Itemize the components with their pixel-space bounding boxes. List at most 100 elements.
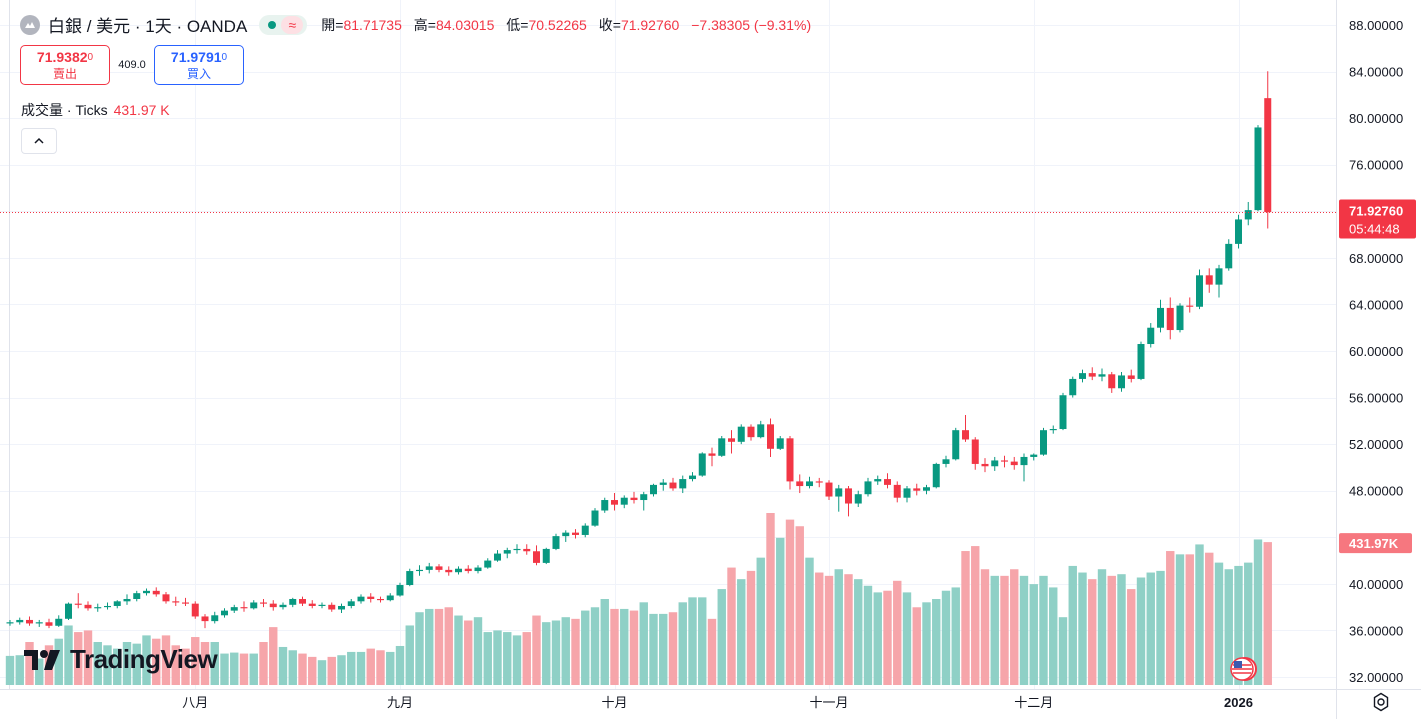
candle-body — [913, 488, 921, 491]
candle-body — [962, 430, 969, 440]
candle-body — [26, 619, 33, 624]
candle-body — [503, 550, 511, 554]
volume-bar — [327, 656, 336, 685]
volume-bar — [25, 642, 34, 685]
candlesticks — [6, 71, 1272, 629]
candle-body — [113, 601, 121, 606]
candle-body — [35, 622, 43, 624]
candle-body — [279, 604, 287, 608]
volume-bar — [551, 620, 561, 685]
candle-body — [1010, 461, 1018, 466]
volume-bar — [1175, 554, 1185, 685]
volume-bar — [941, 590, 951, 685]
volume-bar — [639, 602, 648, 685]
candle-body — [6, 622, 14, 624]
buy-button[interactable]: 71.97910 買入 — [154, 45, 244, 85]
volume-legend[interactable]: 成交量 · Ticks 431.97 K — [21, 100, 170, 120]
candle-body — [55, 618, 63, 626]
volume-bar — [200, 642, 210, 685]
candle-body — [815, 481, 823, 483]
buy-label: 買入 — [186, 67, 211, 81]
candle-body — [1118, 375, 1125, 389]
silver-icon — [20, 14, 40, 35]
candle-body — [601, 500, 609, 511]
volume-bar — [610, 608, 619, 685]
volume-bar — [308, 656, 317, 685]
volume-bars — [5, 513, 1272, 685]
volume-bar — [834, 569, 843, 685]
settings-icon[interactable] — [1371, 692, 1391, 712]
candle-body — [406, 571, 414, 586]
candle-body — [464, 568, 472, 572]
volume-bar — [922, 602, 931, 685]
candle-body — [835, 488, 843, 497]
candle-body — [718, 438, 726, 456]
volume-bar — [571, 618, 580, 685]
volume-bar — [259, 642, 268, 685]
volume-bar — [1068, 565, 1077, 685]
symbol-title[interactable]: 白銀 / 美元 · 1天 · OANDA — [48, 17, 248, 36]
market-status-badge[interactable]: ≈ — [259, 14, 308, 35]
volume-bar — [717, 589, 726, 685]
volume-bar — [707, 618, 717, 685]
candle-body — [396, 585, 404, 596]
candle-body — [591, 510, 599, 526]
candle-body — [1001, 460, 1008, 462]
candle-body — [240, 607, 248, 609]
candle-body — [143, 590, 150, 594]
volume-bar — [347, 651, 356, 685]
volume-bar — [844, 574, 853, 685]
collapse-legend-button[interactable] — [21, 128, 57, 154]
volume-bar — [103, 645, 112, 685]
volume-bar — [483, 632, 492, 685]
sell-button[interactable]: 71.93820 賣出 — [20, 45, 110, 85]
candle-body — [1059, 395, 1067, 430]
volume-bar — [1224, 569, 1233, 685]
candle-body — [1127, 375, 1135, 379]
volume-bar — [503, 632, 512, 685]
volume-bar — [951, 587, 960, 685]
candle-body — [1235, 219, 1242, 244]
candle-body — [1108, 374, 1116, 389]
volume-bar — [883, 590, 892, 685]
us-flag-icon[interactable] — [1228, 656, 1258, 682]
volume-bar — [1107, 575, 1116, 685]
volume-bar — [269, 627, 278, 685]
volume-bar — [863, 585, 873, 685]
candle-body — [1040, 430, 1047, 455]
volume-bar — [93, 642, 102, 685]
candle-body — [1254, 127, 1262, 211]
volume-bar — [854, 579, 863, 685]
candle-body — [640, 494, 648, 501]
candle-body — [952, 430, 960, 460]
volume-bar — [600, 599, 609, 685]
close-label: 收= — [598, 16, 621, 33]
volume-bar — [15, 655, 24, 685]
time-tick-label: 九月 — [387, 695, 413, 710]
low-label: 低= — [506, 16, 529, 33]
tradingview-logo[interactable]: TradingView — [24, 644, 218, 675]
candle-body — [455, 568, 462, 573]
time-tick-label: 十二月 — [1014, 695, 1053, 710]
candle-body — [942, 459, 950, 464]
volume-bar — [1234, 565, 1243, 685]
candle-body — [308, 603, 316, 606]
trade-buttons: 71.93820 賣出 409.0 71.97910 買入 — [20, 45, 244, 85]
price-tick-label: 48.00000 — [1349, 484, 1403, 499]
axis-price-labels: 71.92760 05:44:48 431.97K — [1339, 199, 1416, 554]
volume-bar — [688, 597, 697, 685]
candle-body — [338, 605, 345, 610]
last-price-label: 71.92760 — [1349, 204, 1403, 219]
volume-bar — [1205, 552, 1214, 685]
volume-bar — [971, 546, 980, 685]
candle-body — [1088, 373, 1096, 377]
market-open-dot-icon — [268, 20, 277, 29]
candle-body — [318, 604, 326, 606]
volume-bar — [1010, 569, 1019, 685]
candle-body — [767, 424, 774, 449]
candle-body — [191, 603, 199, 617]
volume-bar — [1117, 574, 1126, 685]
symbol-header: 白銀 / 美元 · 1天 · OANDA ≈ 開=81.71735 高=84.0… — [20, 12, 811, 37]
